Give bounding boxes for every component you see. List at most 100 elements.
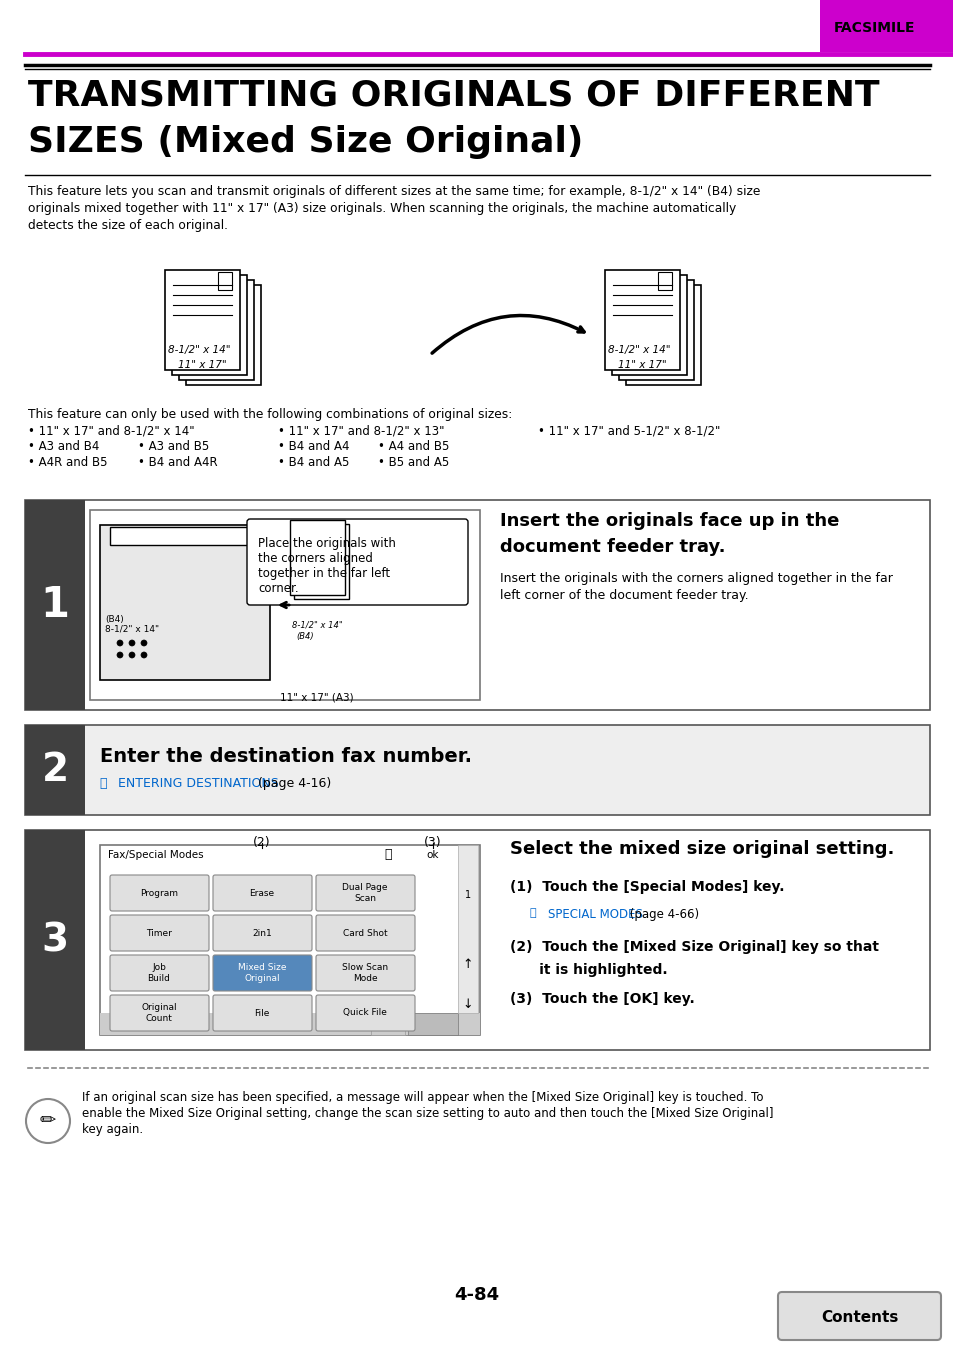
- Text: This feature can only be used with the following combinations of original sizes:: This feature can only be used with the f…: [28, 408, 512, 421]
- Text: Program: Program: [140, 888, 178, 898]
- Text: 📱: 📱: [384, 849, 392, 861]
- Text: 11" x 17": 11" x 17": [178, 360, 227, 370]
- Text: (B4): (B4): [105, 616, 124, 624]
- FancyBboxPatch shape: [247, 518, 468, 605]
- Bar: [25, 725, 929, 815]
- Text: 11" x 17": 11" x 17": [618, 360, 666, 370]
- Text: 1: 1: [464, 890, 471, 900]
- Bar: [218, 271, 232, 290]
- Bar: [297, 528, 353, 603]
- Text: This feature lets you scan and transmit originals of different sizes at the same: This feature lets you scan and transmit …: [28, 185, 760, 198]
- FancyBboxPatch shape: [110, 875, 209, 911]
- Circle shape: [26, 1099, 70, 1143]
- Text: 8-1/2" x 14": 8-1/2" x 14": [168, 346, 231, 355]
- Text: File: File: [254, 1008, 270, 1018]
- Bar: [612, 275, 686, 375]
- Text: (1)  Touch the [Special Modes] key.: (1) Touch the [Special Modes] key.: [510, 880, 783, 894]
- Text: Insert the originals with the corners aligned together in the far: Insert the originals with the corners al…: [499, 572, 892, 585]
- Bar: [290, 520, 345, 595]
- Text: • B5 and A5: • B5 and A5: [377, 456, 449, 468]
- Text: • B4 and A4: • B4 and A4: [277, 440, 349, 454]
- Bar: [172, 275, 247, 375]
- FancyBboxPatch shape: [315, 995, 415, 1031]
- Bar: [25, 830, 85, 1050]
- Bar: [294, 524, 349, 599]
- Bar: [25, 500, 85, 710]
- Text: 1: 1: [40, 585, 70, 626]
- Text: • 11" x 17" and 8-1/2" x 13": • 11" x 17" and 8-1/2" x 13": [277, 424, 444, 437]
- Bar: [604, 270, 679, 370]
- Text: • A3 and B4: • A3 and B4: [28, 440, 99, 454]
- Bar: [100, 845, 479, 1035]
- Text: • A4R and B5: • A4R and B5: [28, 456, 108, 468]
- Text: (2): (2): [253, 836, 271, 849]
- Text: (3): (3): [424, 836, 441, 849]
- Text: Mixed Size
Original: Mixed Size Original: [237, 964, 286, 983]
- Text: 📖: 📖: [530, 909, 539, 918]
- Text: • A3 and B5: • A3 and B5: [138, 440, 209, 454]
- Text: Erase: Erase: [249, 888, 274, 898]
- Bar: [110, 526, 260, 545]
- Text: Dual Page
Scan: Dual Page Scan: [342, 883, 387, 903]
- Text: • 11" x 17" and 5-1/2" x 8-1/2": • 11" x 17" and 5-1/2" x 8-1/2": [537, 424, 720, 437]
- Bar: [457, 845, 477, 1012]
- Bar: [25, 725, 85, 815]
- Bar: [408, 1012, 457, 1035]
- Text: Select the mixed size original setting.: Select the mixed size original setting.: [510, 840, 894, 859]
- Bar: [25, 830, 929, 1050]
- FancyBboxPatch shape: [213, 954, 312, 991]
- Text: 📖: 📖: [100, 778, 112, 790]
- Text: document feeder tray.: document feeder tray.: [499, 539, 724, 556]
- Text: 2: 2: [41, 751, 69, 788]
- Text: (2)  Touch the [Mixed Size Original] key so that: (2) Touch the [Mixed Size Original] key …: [510, 940, 878, 954]
- Text: Quick File: Quick File: [343, 1008, 387, 1018]
- Text: • B4 and A4R: • B4 and A4R: [138, 456, 217, 468]
- Text: Fax/Special Modes: Fax/Special Modes: [108, 850, 203, 860]
- Text: it is highlighted.: it is highlighted.: [510, 963, 667, 977]
- Bar: [186, 285, 261, 385]
- Text: ok: ok: [426, 850, 438, 860]
- Text: 4-84: 4-84: [454, 1287, 499, 1304]
- Text: Timer: Timer: [146, 929, 172, 937]
- Bar: [820, 0, 953, 53]
- Text: ✏: ✏: [40, 1111, 56, 1130]
- Text: TRANSMITTING ORIGINALS OF DIFFERENT: TRANSMITTING ORIGINALS OF DIFFERENT: [28, 78, 879, 112]
- Text: SPECIAL MODES: SPECIAL MODES: [547, 909, 642, 921]
- Bar: [100, 525, 270, 680]
- Bar: [25, 500, 929, 710]
- Text: Contents: Contents: [821, 1310, 898, 1324]
- Bar: [371, 1012, 405, 1035]
- FancyBboxPatch shape: [110, 995, 209, 1031]
- Text: Insert the originals face up in the: Insert the originals face up in the: [499, 512, 839, 531]
- Circle shape: [129, 640, 135, 647]
- Bar: [100, 1012, 373, 1035]
- FancyBboxPatch shape: [213, 915, 312, 950]
- Text: Job
Build: Job Build: [148, 964, 171, 983]
- Text: (page 4-66): (page 4-66): [625, 909, 699, 921]
- Text: detects the size of each original.: detects the size of each original.: [28, 219, 228, 232]
- Text: ENTERING DESTINATIONS: ENTERING DESTINATIONS: [118, 778, 278, 790]
- Text: Slow Scan
Mode: Slow Scan Mode: [341, 964, 388, 983]
- Text: (3)  Touch the [OK] key.: (3) Touch the [OK] key.: [510, 992, 694, 1006]
- Text: 11" x 17" (A3): 11" x 17" (A3): [280, 693, 354, 702]
- Circle shape: [129, 652, 135, 657]
- Text: • A4 and B5: • A4 and B5: [377, 440, 449, 454]
- Circle shape: [141, 652, 147, 657]
- Bar: [25, 500, 85, 710]
- Circle shape: [117, 640, 123, 647]
- FancyBboxPatch shape: [213, 995, 312, 1031]
- Text: (B4): (B4): [295, 632, 314, 641]
- Text: • 11" x 17" and 8-1/2" x 14": • 11" x 17" and 8-1/2" x 14": [28, 424, 194, 437]
- FancyBboxPatch shape: [315, 915, 415, 950]
- Text: 8-1/2" x 14": 8-1/2" x 14": [292, 620, 342, 629]
- Text: SIZES (Mixed Size Original): SIZES (Mixed Size Original): [28, 126, 583, 159]
- Text: key again.: key again.: [82, 1123, 143, 1135]
- Text: left corner of the document feeder tray.: left corner of the document feeder tray.: [499, 589, 748, 602]
- Text: Card Shot: Card Shot: [342, 929, 387, 937]
- Text: If an original scan size has been specified, a message will appear when the [Mix: If an original scan size has been specif…: [82, 1091, 762, 1104]
- Circle shape: [141, 640, 147, 647]
- Text: 8-1/2" x 14": 8-1/2" x 14": [607, 346, 670, 355]
- FancyBboxPatch shape: [778, 1292, 940, 1341]
- FancyBboxPatch shape: [213, 875, 312, 911]
- Text: 2in1: 2in1: [252, 929, 272, 937]
